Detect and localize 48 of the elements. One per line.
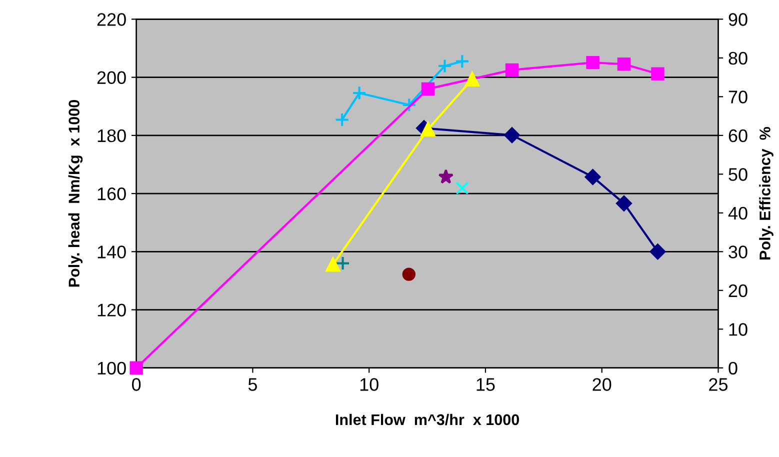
x-tick-label: 0 (132, 378, 141, 391)
y2-tick-label: 40 (728, 206, 748, 220)
x-tick-label: 25 (709, 378, 728, 391)
x-tick-label: 5 (248, 378, 257, 391)
point (130, 361, 143, 374)
y2-tick-label: 0 (728, 362, 738, 375)
y2-tick-label: 80 (728, 52, 748, 65)
point (335, 256, 350, 271)
x-tick-label: 15 (476, 378, 495, 391)
point (402, 98, 416, 112)
y2-tick-label: 90 (728, 13, 748, 26)
point (617, 58, 631, 71)
y-tick-label: 120 (98, 304, 126, 316)
point (464, 72, 480, 87)
y-tick-label: 220 (97, 13, 126, 26)
point (438, 168, 454, 184)
x-tick-label: 20 (592, 378, 612, 391)
y-tick-label: 180 (98, 129, 126, 142)
y2-tick-label: 50 (728, 168, 748, 181)
point (504, 127, 520, 144)
point (616, 196, 632, 212)
y2-tick-label: 20 (728, 284, 748, 298)
y-tick-label: 140 (98, 246, 126, 258)
y2-axis-title: Poly. Efficiency % (759, 127, 774, 260)
point (454, 54, 470, 69)
point (505, 63, 519, 77)
point (420, 122, 436, 137)
point (352, 86, 367, 100)
point (421, 82, 435, 96)
point (586, 56, 600, 70)
y-axis-title: Poly. head Nm/Kg x 1000 (68, 100, 83, 287)
y2-tick-label: 60 (728, 129, 748, 142)
x-axis-title: Inlet Flow m^3/hr x 1000 (336, 414, 519, 426)
y-tick-label: 160 (98, 187, 126, 200)
point (584, 169, 601, 185)
point (326, 257, 340, 272)
point (437, 58, 452, 74)
y-tick-label: 100 (98, 362, 126, 375)
point (651, 67, 664, 80)
point (650, 244, 666, 260)
point (334, 112, 350, 128)
y2-tick-label: 10 (729, 323, 748, 336)
y2-tick-label: 70 (728, 90, 748, 104)
point (402, 268, 416, 281)
y-tick-label: 200 (97, 71, 126, 84)
y2-tick-label: 30 (728, 246, 748, 258)
x-tick-label: 10 (360, 378, 378, 391)
point (456, 181, 469, 195)
